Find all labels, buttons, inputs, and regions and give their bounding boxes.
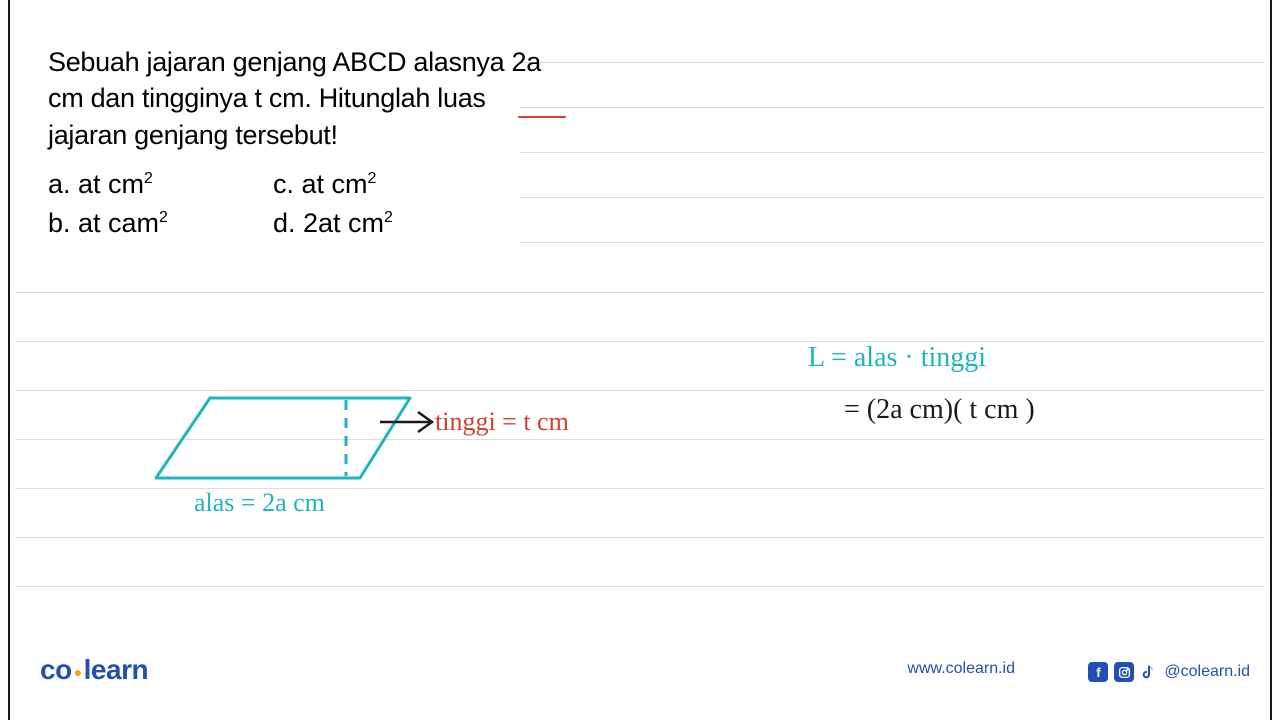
question-line-3: jajaran genjang tersebut! [48, 117, 548, 153]
facebook-icon: f [1088, 662, 1108, 682]
option-c: c. at cm2 [273, 165, 493, 204]
underline-luas [518, 116, 566, 118]
parallelogram-shape [156, 398, 410, 478]
ruled-lines-upper [520, 62, 1265, 287]
option-a: a. at cm2 [48, 165, 273, 204]
tiktok-icon [1140, 663, 1158, 681]
option-b: b. at cam2 [48, 204, 273, 243]
height-label: tinggi = t cm [435, 407, 569, 437]
options-block: a. at cm2 c. at cm2 b. at cam2 d. 2at cm… [48, 165, 493, 243]
base-label: alas = 2a cm [194, 488, 325, 518]
parallelogram-diagram [150, 392, 450, 492]
footer: co●learn www.colearn.id f @colearn.id [0, 650, 1280, 700]
footer-social: f @colearn.id [1088, 662, 1250, 682]
page-border-right [1270, 0, 1272, 720]
page-border-left [8, 0, 10, 720]
option-d: d. 2at cm2 [273, 204, 493, 243]
question-line-1: Sebuah jajaran genjang ABCD alasnya 2a [48, 44, 548, 80]
instagram-icon [1114, 662, 1134, 682]
footer-logo: co●learn [40, 654, 148, 686]
question-block: Sebuah jajaran genjang ABCD alasnya 2a c… [48, 44, 548, 153]
footer-handle: @colearn.id [1164, 663, 1250, 681]
question-line-2: cm dan tingginya t cm. Hitunglah luas [48, 80, 548, 116]
formula-line-1: L = alas · tinggi [808, 342, 986, 374]
formula-line-2: = (2a cm)( t cm ) [844, 394, 1035, 426]
footer-url: www.colearn.id [907, 660, 1015, 678]
